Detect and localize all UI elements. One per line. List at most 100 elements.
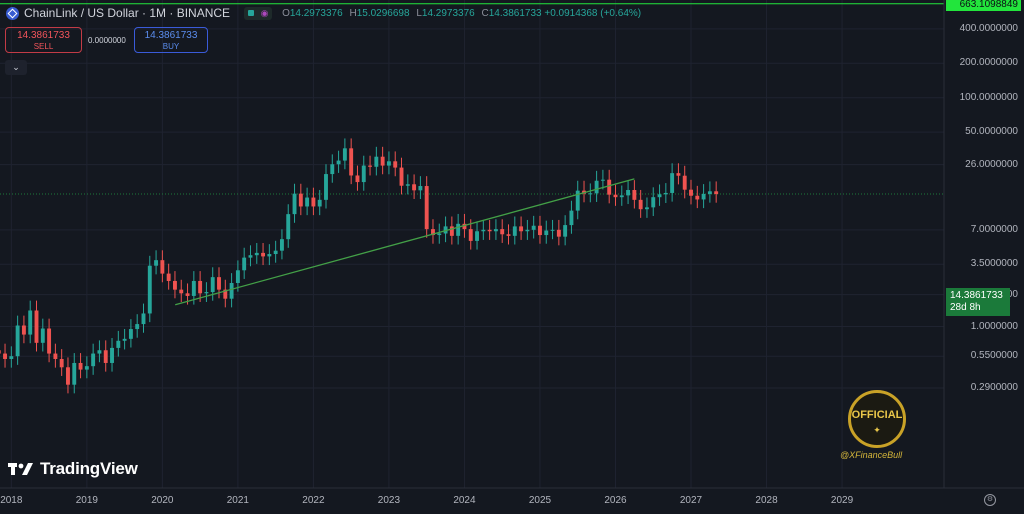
horizontal-levels	[0, 3, 944, 195]
candle-body	[160, 260, 165, 274]
candle-body	[198, 280, 203, 294]
candle-body	[638, 199, 643, 210]
time-axis-label: 2029	[831, 495, 854, 506]
candle-body	[179, 289, 184, 294]
trendline-layer[interactable]	[175, 178, 635, 306]
candle-body	[254, 252, 259, 256]
candle-body	[298, 193, 303, 207]
gear-icon[interactable]: ⚙	[984, 494, 996, 506]
candle-body	[594, 180, 599, 194]
candle-body	[191, 280, 196, 296]
candle-body	[418, 186, 423, 191]
watermark-text: TradingView	[40, 459, 138, 478]
candle-body	[374, 156, 379, 167]
sell-label: SELL	[33, 42, 54, 51]
collapse-legend-button[interactable]: ⌄	[5, 60, 27, 75]
time-axis-label: 2026	[604, 495, 627, 506]
candle-body	[695, 195, 700, 200]
candle-body	[512, 226, 517, 236]
candle-body	[556, 229, 561, 237]
time-axis-label: 2021	[227, 495, 250, 506]
candle-body	[550, 229, 555, 231]
sell-button[interactable]: 14.3861733 SELL	[5, 27, 82, 53]
candle-body	[273, 250, 278, 255]
candle-body	[493, 229, 498, 232]
candle-body	[588, 193, 593, 195]
symbol-title[interactable]: ChainLink / US Dollar · 1M · BINANCE	[24, 6, 231, 20]
candle-body	[619, 195, 624, 198]
candle-body	[405, 184, 410, 186]
buy-button[interactable]: 14.3861733 BUY	[134, 27, 208, 53]
candle-body	[701, 193, 706, 200]
candle-body	[141, 313, 146, 325]
high-key: H	[349, 7, 357, 19]
support-trendline	[175, 178, 635, 306]
candle-body	[116, 340, 121, 348]
price-axis-label: 200.0000000	[959, 57, 1018, 69]
candle-body	[210, 277, 215, 293]
candle-body	[336, 160, 341, 165]
candle-body	[500, 229, 505, 235]
candle-body	[607, 179, 612, 195]
candle-body	[538, 225, 542, 236]
ohlc-readout: O14.2973376 H15.0296698 L14.2973376 C14.…	[282, 8, 641, 19]
candle-body	[248, 255, 253, 258]
candle-body	[34, 310, 39, 343]
candle-body	[261, 252, 266, 257]
candle-body	[569, 210, 574, 226]
candle-body	[443, 226, 448, 234]
candle-body	[242, 257, 247, 271]
candle-body	[689, 189, 693, 196]
time-axis-label: 2028	[755, 495, 778, 506]
candle-body	[575, 190, 580, 211]
candle-countdown: 28d 8h	[950, 302, 981, 313]
candle-body	[235, 270, 240, 284]
indicator-toggle[interactable]: ◉	[244, 6, 273, 20]
candle-body	[324, 174, 328, 200]
chevron-down-icon: ⌄	[12, 62, 20, 72]
candle-body	[437, 233, 442, 236]
candle-body	[431, 229, 435, 236]
candle-body	[53, 353, 58, 359]
candle-body	[154, 260, 159, 266]
official-badge: OFFICIAL ✦	[848, 390, 906, 448]
candle-body	[613, 194, 618, 198]
candle-body	[330, 164, 335, 175]
candle-body	[670, 173, 675, 193]
price-axis-label: 7.0000000	[970, 223, 1018, 235]
candle-body	[91, 353, 96, 367]
time-axis-label: 2019	[76, 495, 99, 506]
candle-body	[645, 207, 649, 210]
open-key: O	[282, 7, 290, 19]
candle-body	[600, 179, 605, 181]
candle-body	[286, 214, 291, 240]
close-value: 14.3861733	[488, 7, 542, 19]
candle-body	[462, 223, 467, 230]
candle-body	[506, 234, 511, 236]
time-axis-label: 2022	[302, 495, 325, 506]
candle-body	[21, 325, 26, 335]
candle-body	[166, 273, 171, 281]
price-axis-label: 100.0000000	[959, 91, 1018, 103]
price-level-tag: 663.1098849	[946, 0, 1021, 11]
time-axis-label: 2023	[378, 495, 401, 506]
candle-body	[525, 229, 530, 232]
candle-body	[651, 197, 656, 208]
candle-body	[72, 362, 77, 385]
candle-body	[59, 358, 64, 368]
candle-body	[663, 192, 668, 195]
candle-body	[519, 226, 524, 232]
high-value: 15.0296698	[356, 7, 410, 19]
tradingview-watermark: TradingView	[8, 459, 138, 479]
spread-value: 0.0000000	[88, 36, 126, 45]
price-axis-label: 400.0000000	[959, 22, 1018, 34]
candle-body	[28, 310, 33, 335]
chainlink-logo-icon	[6, 6, 19, 20]
candle-body	[103, 350, 108, 363]
time-axis-label: 2020	[151, 495, 174, 506]
candle-body	[84, 366, 89, 370]
candle-body	[223, 289, 228, 299]
